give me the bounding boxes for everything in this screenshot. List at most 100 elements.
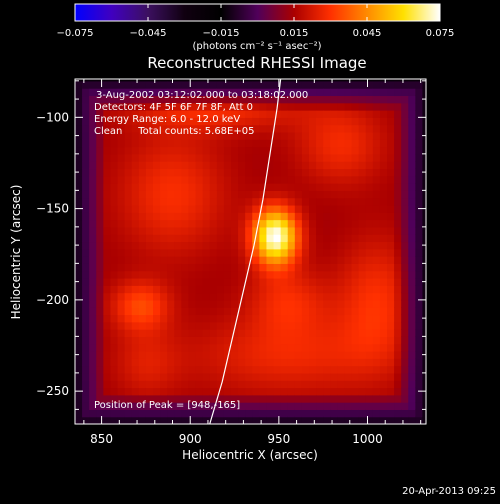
heatmap-cell [358, 350, 367, 359]
heatmap-cell [252, 241, 260, 250]
heatmap-cell [195, 175, 204, 184]
heatmap-cell [372, 350, 381, 359]
heatmap-cell [124, 350, 133, 359]
heatmap-cell [209, 131, 218, 140]
heatmap-cell [145, 124, 154, 133]
heatmap-cell [195, 416, 204, 424]
heatmap-cell [401, 394, 409, 403]
heatmap-cell [181, 241, 190, 250]
heatmap-cell [138, 175, 147, 184]
heatmap-cell [103, 175, 112, 184]
heatmap-cell [252, 153, 260, 162]
heatmap-cell [387, 204, 395, 213]
heatmap-cell [372, 234, 381, 243]
heatmap-cell [216, 336, 225, 345]
heatmap-cell [82, 314, 90, 323]
heatmap-cell [245, 256, 253, 264]
heatmap-cell [358, 131, 367, 140]
heatmap-cell [167, 234, 175, 243]
heatmap-cell [145, 314, 154, 323]
heatmap-cell [238, 394, 246, 403]
heatmap-cell [273, 285, 282, 294]
heatmap-cell [202, 146, 211, 155]
heatmap-cell [344, 365, 353, 374]
heatmap-cell [131, 285, 140, 294]
heatmap-cell [252, 190, 260, 199]
heatmap-cell [245, 409, 253, 418]
heatmap-cell [365, 307, 374, 316]
heatmap-cell [174, 131, 182, 140]
heatmap-cell [316, 307, 324, 316]
heatmap-cell [238, 350, 246, 359]
heatmap-cell [358, 79, 367, 82]
heatmap-cell [181, 95, 190, 104]
heatmap-cell [273, 131, 282, 140]
heatmap-cell [330, 358, 338, 367]
heatmap-cell [110, 79, 119, 82]
heatmap-cell [117, 409, 126, 418]
heatmap-cell [131, 387, 140, 396]
heatmap-cell [408, 350, 416, 359]
heatmap-cell [174, 372, 182, 381]
heatmap-cell [131, 358, 140, 367]
heatmap-cell [252, 270, 260, 279]
colorbar-tick-label: 0.075 [426, 28, 455, 39]
heatmap-cell [167, 277, 175, 286]
heatmap-cell [181, 343, 190, 352]
heatmap-cell [344, 241, 353, 250]
heatmap-cell [259, 402, 268, 410]
heatmap-cell [344, 212, 353, 221]
heatmap-cell [259, 248, 268, 257]
heatmap-cell [323, 95, 331, 104]
heatmap-cell [252, 409, 260, 418]
heatmap-cell [379, 226, 388, 235]
heatmap-cell [209, 139, 218, 148]
heatmap-cell [174, 299, 182, 308]
heatmap-cell [145, 292, 154, 301]
annotation-block: 3-Aug-2002 03:12:02.000 to 03:18:02.000 … [94, 90, 308, 137]
heatmap-cell [202, 197, 211, 206]
heatmap-cell [351, 197, 360, 206]
heatmap-cell [209, 285, 218, 294]
heatmap-cell [330, 219, 338, 228]
heatmap-cell [351, 234, 360, 243]
heatmap-cell [273, 204, 282, 213]
heatmap-cell [309, 161, 317, 170]
heatmap-cell [287, 241, 296, 250]
heatmap-cell [394, 168, 402, 177]
heatmap-cell [422, 190, 426, 199]
heatmap-cell [351, 409, 360, 418]
heatmap-cell [188, 80, 197, 89]
heatmap-cell [372, 387, 381, 396]
heatmap-cell [89, 292, 97, 301]
heatmap-cell [309, 117, 317, 126]
heatmap-cell [82, 131, 90, 140]
heatmap-cell [238, 336, 246, 345]
heatmap-cell [387, 307, 395, 316]
heatmap-cell [316, 226, 324, 235]
heatmap-cell [337, 161, 346, 170]
heatmap-cell [75, 226, 83, 235]
heatmap-cell [153, 380, 161, 389]
heatmap-cell [372, 80, 381, 89]
heatmap-cell [209, 329, 218, 337]
heatmap-cell [195, 80, 204, 89]
heatmap-cell [96, 314, 104, 323]
heatmap-cell [209, 161, 218, 170]
heatmap-cell [415, 226, 424, 235]
heatmap-cell [153, 95, 161, 104]
heatmap-cell [301, 394, 310, 403]
heatmap-cell [167, 124, 175, 133]
heatmap-cell [365, 175, 374, 184]
heatmap-cell [195, 110, 204, 118]
colorbar-tick-label: 0.045 [353, 28, 382, 39]
heatmap-cell [89, 88, 97, 97]
heatmap-cell [245, 197, 253, 206]
heatmap-cell [252, 285, 260, 294]
heatmap-cell [103, 241, 112, 250]
heatmap-cell [379, 117, 388, 126]
heatmap-cell [145, 277, 154, 286]
heatmap-cell [344, 117, 353, 126]
heatmap-cell [124, 226, 133, 235]
heatmap-cell [231, 416, 239, 424]
